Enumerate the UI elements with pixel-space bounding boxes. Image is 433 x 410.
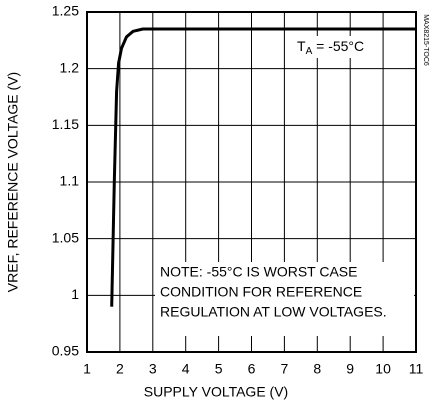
x-tick-label: 3 (149, 361, 157, 377)
y-tick-label: 0.95 (52, 343, 79, 359)
condition-bg (292, 36, 380, 58)
note-line: REGULATION AT LOW VOLTAGES. (160, 304, 387, 320)
x-tick-label: 8 (313, 361, 321, 377)
x-tick-label: 4 (182, 361, 190, 377)
y-tick-label: 1.15 (52, 116, 79, 132)
y-tick-label: 1.1 (60, 173, 80, 189)
x-tick-label: 5 (215, 361, 223, 377)
note-bg (155, 262, 414, 336)
x-tick-label: 9 (346, 361, 354, 377)
x-tick-label: 10 (375, 361, 391, 377)
plot-frame (86, 11, 417, 353)
condition-subscript: A (306, 46, 313, 57)
x-axis-label: SUPPLY VOLTAGE (V) (144, 384, 288, 400)
y-tick-label: 1.2 (60, 59, 80, 75)
note-line: CONDITION FOR REFERENCE (160, 284, 362, 300)
y-tick-label: 1 (71, 286, 79, 302)
data-line (110, 27, 416, 307)
x-tick-label: 11 (409, 361, 424, 377)
y-axis-label: VREF, REFERENCE VOLTAGE (V) (5, 72, 21, 292)
x-tick-label: 6 (248, 361, 256, 377)
x-tick-label: 7 (281, 361, 289, 377)
condition-text: = -55°C (312, 38, 364, 54)
x-tick-label: 1 (83, 361, 91, 377)
figure-id: MAX8215-TOC6 (422, 14, 429, 66)
x-tick-label: 2 (116, 361, 124, 377)
condition-symbol: T (297, 38, 306, 54)
y-tick-label: 1.05 (52, 229, 79, 245)
y-tick-label: 1.25 (52, 3, 79, 19)
condition-label: TA = -55°C (297, 38, 364, 57)
note-line: NOTE: -55°C IS WORST CASE (160, 264, 357, 280)
